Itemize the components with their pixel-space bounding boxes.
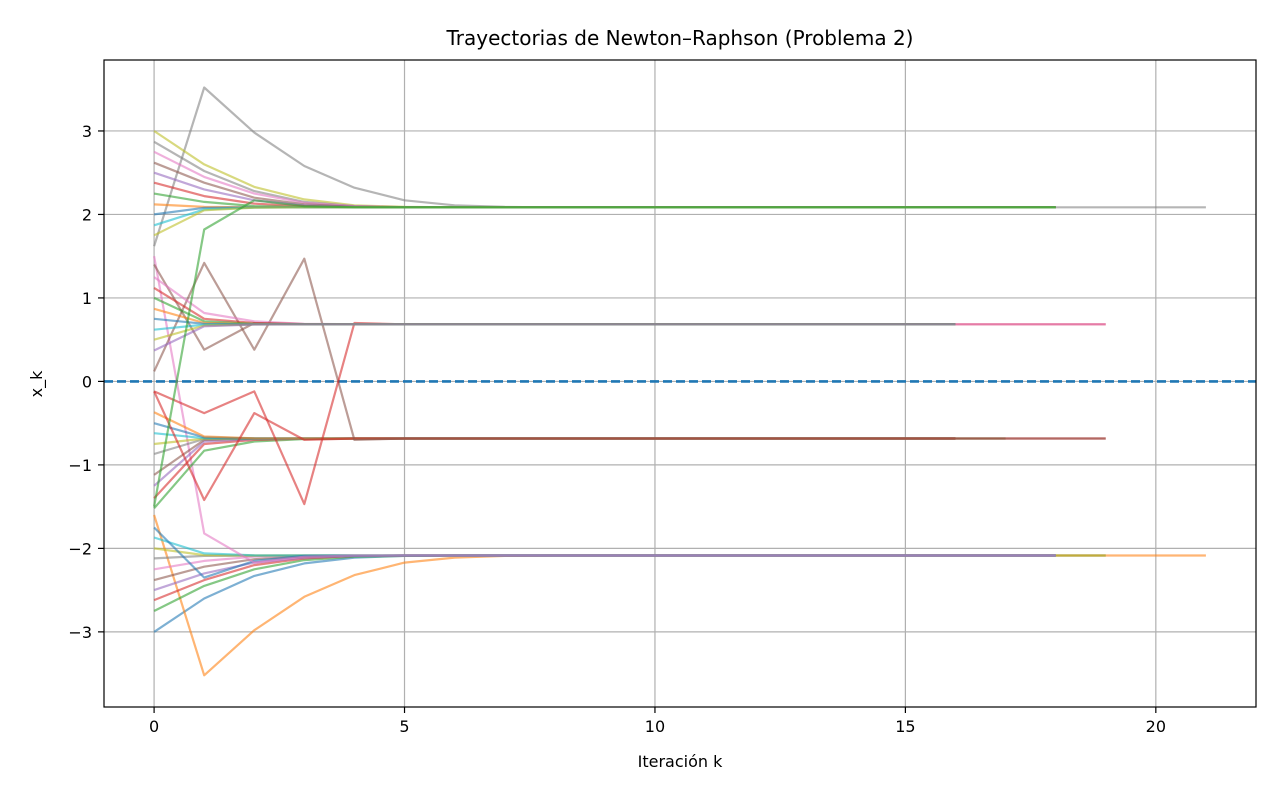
tick-layer: 0 5 10 15 20 −3 −2 −1 0 1 2 3 [68, 122, 1166, 736]
plot-frame [103, 59, 1257, 708]
x-tick-label: 10 [645, 717, 665, 736]
y-tick-label: 2 [82, 205, 92, 224]
y-axis-title: x_k [27, 370, 47, 397]
trajectory-line-23 [153, 257, 1106, 441]
trajectory-line-12 [153, 256, 1056, 564]
y-tick-label: −2 [68, 539, 92, 558]
x-tick-label: 0 [149, 717, 159, 736]
y-tick-label: −3 [68, 623, 92, 642]
y-tick-label: 0 [82, 372, 92, 391]
x-tick-label: 20 [1146, 717, 1166, 736]
x-tick-label: 5 [399, 717, 409, 736]
y-tick-label: −1 [68, 456, 92, 475]
chart-title: Trayectorias de Newton–Raphson (Problema… [445, 26, 913, 50]
x-axis-title: Iteración k [638, 752, 723, 771]
trajectory-line-46 [153, 199, 1056, 507]
x-tick-label: 15 [895, 717, 915, 736]
y-tick-label: 3 [82, 122, 92, 141]
series-layer [153, 86, 1206, 677]
trajectory-line-33 [153, 323, 956, 352]
y-tick-label: 1 [82, 289, 92, 308]
